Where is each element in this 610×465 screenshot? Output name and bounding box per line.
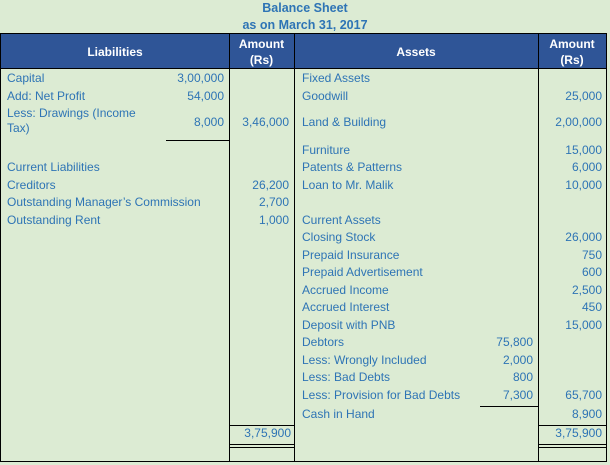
debtors-underline — [480, 406, 538, 407]
asset-label: Furniture — [302, 142, 351, 157]
subtotal-underline — [166, 140, 229, 141]
liab-amount: 1,000 — [258, 212, 289, 227]
liab-sub: 54,000 — [187, 88, 224, 103]
liab-amount: 26,200 — [252, 177, 289, 192]
col-divider-2 — [294, 34, 295, 461]
liab-label-cont: Tax) — [7, 121, 30, 135]
header-assets: Assets — [294, 34, 538, 69]
asset-label: Prepaid Advertisement — [302, 265, 423, 279]
asset-amount: 15,000 — [565, 142, 602, 157]
asset-label: Current Assets — [302, 212, 381, 227]
asset-amount: 750 — [581, 247, 602, 262]
asset-amount: 8,900 — [571, 407, 602, 421]
total-liabilities: 3,75,900 — [244, 426, 291, 440]
liab-label: Capital — [7, 71, 45, 85]
liab-label: Creditors — [7, 177, 56, 192]
asset-label: Less: Provision for Bad Debts — [302, 387, 461, 402]
asset-label: Accrued Interest — [302, 300, 390, 314]
header-amount-left-label: Amount (Rs) — [238, 36, 285, 67]
asset-label: Land & Building — [302, 115, 387, 129]
total-assets: 3,75,900 — [555, 426, 602, 440]
col-divider-3 — [538, 34, 539, 461]
asset-label: Debtors — [302, 335, 345, 349]
asset-amount: 15,000 — [565, 317, 602, 332]
asset-label: Closing Stock — [302, 230, 376, 244]
liab-label: Add: Net Profit — [7, 88, 86, 103]
liab-label: Outstanding Manager’s Commission — [7, 195, 201, 209]
asset-amount: 26,000 — [565, 230, 602, 244]
asset-label: Loan to Mr. Malik — [302, 177, 394, 192]
asset-label: Cash in Hand — [302, 407, 375, 421]
asset-label: Less: Bad Debts — [302, 370, 391, 384]
total-line-right — [538, 425, 606, 426]
double-line-left-2 — [229, 446, 294, 448]
asset-amount: 450 — [581, 300, 602, 314]
liab-label: Outstanding Rent — [7, 212, 101, 227]
sheet-title: Balance Sheet — [262, 1, 348, 15]
asset-amount: 600 — [581, 265, 602, 279]
liab-label: Less: Drawings (Income — [7, 106, 136, 120]
double-line-left-1 — [229, 444, 294, 445]
asset-label: Deposit with PNB — [302, 317, 396, 332]
asset-label: Prepaid Insurance — [302, 247, 400, 262]
asset-sub: 75,800 — [496, 335, 533, 349]
header-amount-right-label: Amount (Rs) — [549, 36, 595, 67]
col-divider-1 — [229, 34, 230, 461]
header-amount-left: Amount (Rs) — [229, 34, 294, 69]
asset-sub: 2,000 — [502, 352, 533, 367]
asset-label: Goodwill — [302, 88, 349, 103]
asset-sub: 800 — [512, 370, 533, 384]
double-line-right-1 — [538, 444, 606, 445]
liab-sub: 3,00,000 — [177, 71, 224, 85]
total-line-left — [229, 425, 294, 426]
liab-sub: 8,000 — [193, 115, 224, 129]
header-divider — [1, 68, 606, 69]
asset-amount: 6,000 — [571, 160, 602, 174]
asset-label: Fixed Assets — [302, 71, 371, 85]
asset-amount: 65,700 — [565, 387, 602, 402]
liab-amount: 2,700 — [258, 195, 289, 209]
asset-amount: 10,000 — [565, 177, 602, 192]
liab-label: Current Liabilities — [7, 160, 100, 174]
sheet-subtitle: as on March 31, 2017 — [242, 18, 368, 32]
asset-amount: 25,000 — [565, 88, 602, 103]
asset-amount: 2,500 — [571, 282, 602, 297]
header-amount-right: Amount (Rs) — [538, 34, 606, 69]
asset-amount: 2,00,000 — [555, 115, 602, 129]
asset-label: Less: Wrongly Included — [302, 352, 427, 367]
asset-sub: 7,300 — [502, 387, 533, 402]
asset-label: Accrued Income — [302, 282, 389, 297]
asset-label: Patents & Patterns — [302, 160, 403, 174]
double-line-right-2 — [538, 446, 606, 448]
liab-amount: 3,46,000 — [242, 115, 289, 129]
balance-sheet-table: Liabilities Amount (Rs) Assets Amount (Rs)… — [0, 33, 607, 462]
header-liabilities: Liabilities — [1, 34, 229, 69]
